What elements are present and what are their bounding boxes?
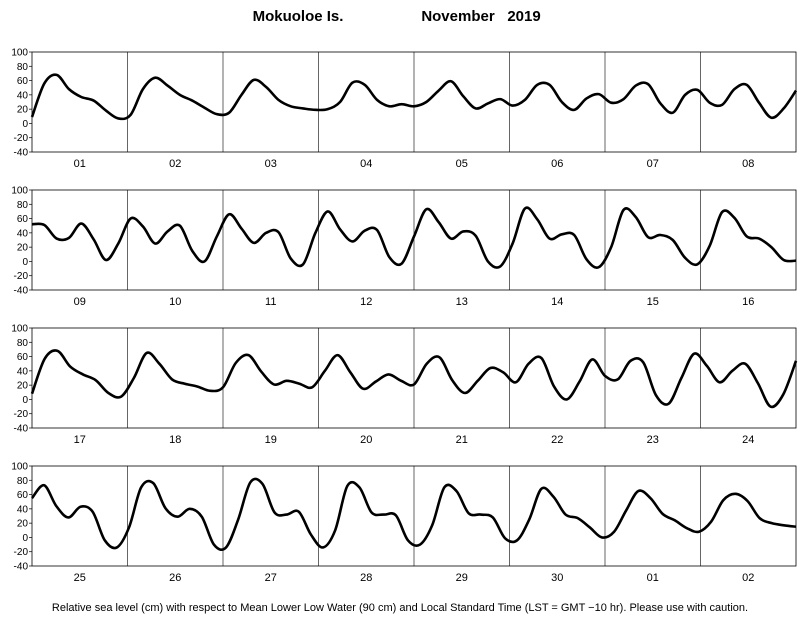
day-label: 11 [265, 296, 276, 308]
y-tick-label: -20 [14, 133, 29, 144]
day-label: 04 [360, 158, 372, 170]
y-tick-label: 80 [17, 338, 29, 349]
y-tick-label: 60 [17, 214, 29, 225]
day-label: 25 [74, 572, 86, 584]
y-tick-label: 20 [17, 519, 29, 530]
day-label: 07 [647, 158, 659, 170]
day-label: 08 [742, 158, 754, 170]
day-label: 17 [74, 434, 86, 446]
tide-line [30, 349, 798, 409]
y-tick-label: 40 [17, 228, 29, 239]
panel-4: 100 80 60 40 20 0 -20 -40 25 26 27 28 29 30 01 02 [11, 462, 797, 584]
day-label: 30 [551, 572, 563, 584]
y-tick-label: 0 [22, 257, 28, 268]
y-tick-label: 0 [22, 395, 28, 406]
month-name: November [421, 8, 495, 25]
day-label: 05 [456, 158, 468, 170]
day-label: 12 [360, 296, 372, 308]
day-label: 13 [456, 296, 468, 308]
y-tick-label: 40 [17, 90, 29, 101]
y-tick-label: 100 [11, 324, 28, 335]
day-label: 14 [551, 296, 563, 308]
y-tick-label: 60 [17, 490, 29, 501]
day-label: 24 [742, 434, 754, 446]
y-tick-label: -40 [14, 148, 29, 159]
y-tick-label: 100 [11, 48, 28, 59]
day-label: 03 [265, 158, 277, 170]
y-tick-label: 80 [17, 476, 29, 487]
tide-line [31, 206, 797, 269]
day-label: 19 [265, 434, 277, 446]
tide-line [30, 73, 798, 121]
chart-title: Mokuoloe Is. November 2019 [253, 8, 541, 25]
day-label: 26 [169, 572, 181, 584]
day-label: 09 [74, 296, 86, 308]
day-label: 23 [647, 434, 659, 446]
day-label: 29 [456, 572, 468, 584]
y-tick-label: 0 [22, 533, 28, 544]
y-tick-label: -20 [14, 547, 29, 558]
day-label: 28 [360, 572, 372, 584]
footer-note: Relative sea level (cm) with respect to … [52, 602, 748, 614]
panel-1: 100 80 60 40 20 0 -20 -40 01 02 03 04 05 06 07 08 [11, 48, 798, 170]
y-tick-label: 20 [17, 243, 29, 254]
y-tick-label: 60 [17, 352, 29, 363]
day-label: 02 [742, 572, 754, 584]
y-tick-label: 0 [22, 119, 28, 130]
y-tick-label: 60 [17, 76, 29, 87]
day-label: 21 [456, 434, 468, 446]
day-label: 02 [169, 158, 181, 170]
y-tick-label: -40 [14, 424, 29, 435]
day-label: 15 [647, 296, 659, 308]
day-label: 20 [360, 434, 372, 446]
day-label: 22 [551, 434, 563, 446]
station-name: Mokuoloe Is. [253, 8, 344, 25]
year: 2019 [507, 8, 540, 25]
y-tick-label: 20 [17, 105, 29, 116]
tide-line [30, 477, 797, 551]
day-label: 10 [169, 296, 181, 308]
day-label: 01 [74, 158, 86, 170]
day-label: 01 [647, 572, 659, 584]
panel-3: 100 80 60 40 20 0 -20 -40 17 18 19 20 21 22 23 24 [11, 324, 798, 446]
day-label: 16 [742, 296, 754, 308]
day-label: 27 [265, 572, 277, 584]
y-tick-label: 80 [17, 62, 29, 73]
y-tick-label: -40 [14, 286, 29, 297]
y-tick-label: -40 [14, 562, 29, 573]
y-tick-label: 20 [17, 381, 29, 392]
y-tick-label: 100 [11, 186, 28, 197]
y-tick-label: 40 [17, 366, 29, 377]
y-tick-label: -20 [14, 409, 29, 420]
day-label: 18 [169, 434, 181, 446]
y-tick-label: 40 [17, 504, 29, 515]
y-tick-label: -20 [14, 271, 29, 282]
y-tick-label: 80 [17, 200, 29, 211]
y-tick-label: 100 [11, 462, 28, 473]
day-label: 06 [551, 158, 563, 170]
panel-2: 100 80 60 40 20 0 -20 -40 09 10 11 12 13 14 15 16 [11, 186, 797, 308]
